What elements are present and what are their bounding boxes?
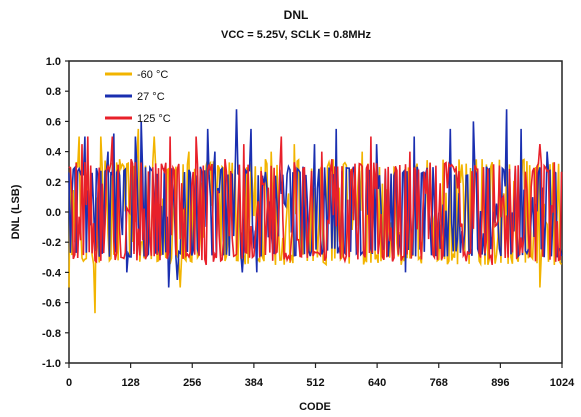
y-tick-label: 0.2 [46, 177, 61, 189]
legend-label: 125 °C [137, 113, 171, 125]
chart-title: DNL [284, 8, 309, 22]
y-tick-label: -0.8 [42, 328, 61, 340]
x-tick-label: 768 [430, 377, 448, 389]
y-tick-label: -0.2 [42, 237, 61, 249]
x-tick-label: 896 [491, 377, 509, 389]
y-tick-label: 0.6 [46, 116, 61, 128]
y-tick-label: 0.4 [46, 147, 62, 159]
y-tick-label: -0.4 [42, 267, 62, 279]
y-tick-label: 1.0 [46, 56, 61, 68]
x-axis: 0 128 256 384 512 640 768 896 1024 [66, 363, 575, 389]
series-layer [68, 109, 563, 314]
legend: -60 °C 27 °C 125 °C [105, 69, 171, 125]
x-tick-label: 640 [368, 377, 386, 389]
x-tick-label: 256 [183, 377, 201, 389]
y-axis: 1.0 0.8 0.6 0.4 0.2 0.0 -0.2 -0.4 -0.6 -0.8 -1.0 [42, 56, 69, 370]
y-tick-label: 0.8 [46, 86, 61, 98]
x-axis-label: CODE [299, 401, 331, 413]
chart-subtitle: VCC = 5.25V, SCLK = 0.8MHz [221, 29, 371, 41]
x-tick-label: 384 [245, 377, 264, 389]
y-tick-label: 0.0 [46, 207, 61, 219]
series-line-2 [68, 136, 563, 266]
y-axis-label: DNL (LSB) [10, 184, 22, 239]
y-tick-label: -0.6 [42, 298, 61, 310]
x-tick-label: 512 [306, 377, 324, 389]
legend-label: -60 °C [137, 69, 168, 81]
legend-label: 27 °C [137, 91, 165, 103]
x-tick-label: 128 [121, 377, 139, 389]
x-tick-label: 1024 [550, 377, 575, 389]
x-tick-label: 0 [66, 377, 72, 389]
y-tick-label: -1.0 [42, 358, 61, 370]
